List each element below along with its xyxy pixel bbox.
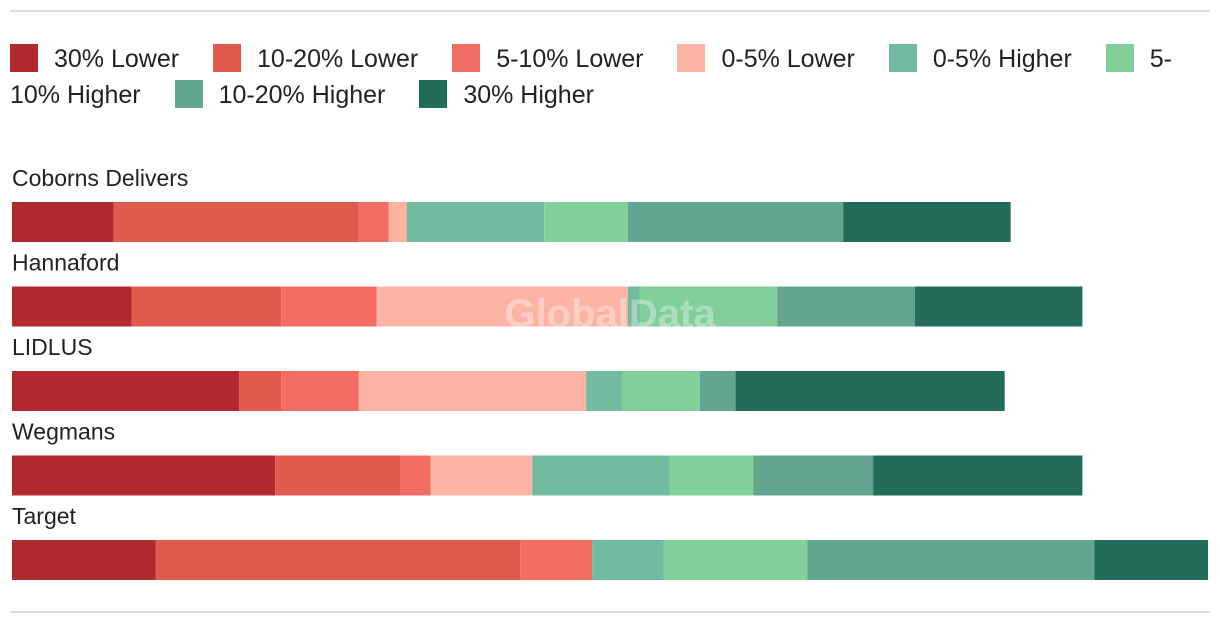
category-label: Target (12, 503, 77, 529)
bar-segment (12, 286, 132, 327)
legend-item: 0-5% Lower (677, 44, 855, 73)
bar-segment (281, 371, 359, 411)
bar-segment (735, 371, 1005, 411)
legend-swatch (213, 44, 242, 72)
legend-item: 10-20% Lower (213, 44, 419, 73)
bar-segment (753, 455, 874, 496)
bar-segment (12, 202, 114, 242)
bar-segment (669, 455, 754, 496)
category-label: Coborns Delivers (12, 165, 188, 191)
bar-segment (627, 286, 640, 327)
legend-item: 10-20% Higher (174, 80, 386, 109)
bar-segment (388, 202, 407, 242)
bar-segment (113, 202, 359, 242)
bar-segment (586, 371, 622, 411)
legend-swatch (419, 80, 448, 108)
legend-label: 5-10% Lower (496, 45, 644, 73)
bar-segment (639, 286, 778, 327)
bar-segment (532, 455, 670, 496)
bar-segment (621, 371, 700, 411)
legend-label: 30% Lower (54, 45, 180, 73)
legend-item: 30% Higher (419, 80, 594, 109)
bar-segment (663, 540, 808, 580)
bar-segment (520, 540, 593, 580)
bar-segment (777, 286, 915, 327)
legend-label: 10-20% Lower (257, 45, 419, 73)
bar-segment (358, 202, 389, 242)
legend-label: 30% Higher (463, 81, 594, 109)
chart-legend: 30% Lower 10-20% Lower 5-10% Lower 0-5% … (10, 41, 1210, 113)
bar-segment (592, 540, 664, 580)
legend-swatch (452, 44, 481, 72)
legend-label: 10-20% Higher (218, 81, 386, 109)
legend-swatch (888, 44, 917, 72)
bar-segment (914, 286, 1083, 327)
legend-swatch (174, 80, 203, 108)
bar-segment (275, 455, 401, 496)
bar-segment (627, 202, 844, 242)
bar-segment (544, 202, 628, 242)
bar-segment (699, 371, 736, 411)
watermark: GlobalData (504, 292, 716, 336)
legend-label: 0-5% Higher (932, 45, 1072, 73)
bar-segment (873, 455, 1083, 496)
legend-label: 0-5% Lower (721, 45, 855, 73)
bar-segment (376, 286, 628, 327)
bar-segment (131, 286, 282, 327)
category-label: LIDLUS (12, 334, 93, 360)
bottom-divider (10, 611, 1210, 613)
category-label: Wegmans (12, 419, 115, 445)
bar-segment (239, 371, 282, 411)
bar-segment (807, 540, 1095, 580)
bar-segment (12, 455, 276, 496)
legend-label: 5-10% Higher (10, 45, 1172, 109)
bar-segment (281, 286, 377, 327)
bar-segment (12, 371, 240, 411)
bar-segment (12, 540, 156, 580)
category-label: Hannaford (12, 250, 119, 276)
legend-item: 0-5% Higher (888, 44, 1072, 73)
legend-item: 5-10% Higher (10, 44, 1172, 109)
bar-segment (358, 371, 587, 411)
bar-segment (430, 455, 533, 496)
bar-segment (400, 455, 431, 496)
bar-segment (1094, 540, 1208, 580)
top-divider (10, 10, 1210, 12)
bar-segment (406, 202, 545, 242)
legend-item: 5-10% Lower (452, 44, 644, 73)
legend-swatch (1105, 44, 1134, 72)
bar-segment (843, 202, 1011, 242)
legend-swatch (677, 44, 706, 72)
legend-item: 30% Lower (10, 44, 180, 73)
legend-swatch (10, 44, 38, 72)
bar-segment (155, 540, 521, 580)
